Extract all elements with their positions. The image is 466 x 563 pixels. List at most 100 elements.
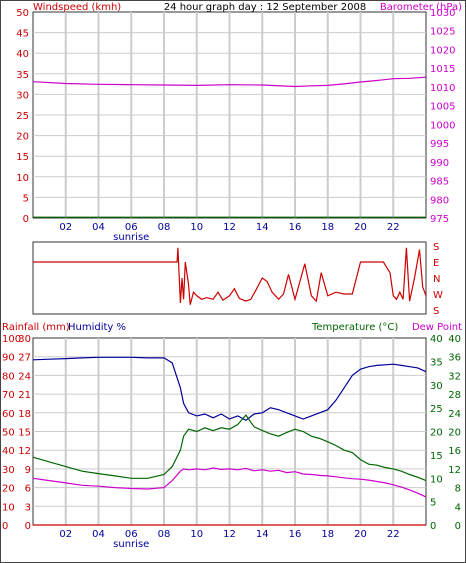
windspeed-tick-label: 25 — [16, 111, 29, 122]
panel1-hour-tick-label: 22 — [387, 222, 400, 233]
panel3-hour-tick-label: 04 — [92, 529, 105, 540]
rainfall-tick-label: 90 — [2, 353, 15, 364]
panel1-hour-tick-label: 06 — [125, 222, 138, 233]
humidity-tick-label: 12 — [18, 446, 31, 457]
panel3-time-axis: 02 04 06 08 10 12 14 16 18 20 22 sunrise — [59, 529, 399, 550]
panel1-hour-tick-label: 16 — [289, 222, 302, 233]
humidity-tick-label: 24 — [18, 371, 31, 382]
dewpoint-tick-label: 0 — [455, 521, 461, 532]
rainfall-tick-label: 100 — [2, 334, 21, 345]
direction-tick-label: S — [433, 242, 439, 253]
rainfall-tick-label: 40 — [2, 446, 15, 457]
dewpoint-tick-label: 24 — [448, 409, 461, 420]
humidity-tick-label: 21 — [18, 390, 31, 401]
panel1-hour-tick-label: 08 — [158, 222, 171, 233]
barometer-tick-label: 1015 — [430, 64, 455, 75]
dewpoint-line — [32, 467, 427, 498]
direction-tick-label: W — [433, 290, 443, 301]
dewpoint-tick-label: 12 — [448, 465, 461, 476]
panel3-temperature-axis: 0 5 10 15 20 25 30 35 40 — [430, 334, 443, 532]
dewpoint-tick-label: 32 — [448, 371, 461, 382]
windspeed-tick-label: 50 — [16, 8, 29, 19]
panel3-dewpoint-axis: 0 4 8 12 16 20 24 28 32 36 40 — [448, 334, 461, 532]
temperature-tick-label: 35 — [430, 357, 443, 368]
rainfall-tick-label: 70 — [2, 390, 15, 401]
windspeed-tick-label: 30 — [16, 90, 29, 101]
temperature-tick-label: 25 — [430, 404, 443, 415]
humidity-axis-title: Humidity % — [68, 322, 126, 333]
temperature-tick-label: 20 — [430, 428, 443, 439]
windspeed-tick-label: 45 — [16, 29, 29, 40]
humidity-tick-label: 15 — [18, 428, 31, 439]
panel1-hour-tick-label: 12 — [223, 222, 236, 233]
panel1-hour-tick-label: 04 — [92, 222, 105, 233]
panel3-hour-tick-label: 16 — [289, 529, 302, 540]
temperature-tick-label: 40 — [430, 334, 443, 345]
barometer-tick-label: 990 — [430, 158, 449, 169]
rainfall-tick-label: 60 — [2, 409, 15, 420]
rainfall-tick-label: 30 — [2, 465, 15, 476]
wind-direction-line — [33, 247, 427, 305]
panel3-rainfall-axis: 0 10 20 30 40 50 60 70 80 90 100 — [2, 334, 21, 532]
panel1-hour-tick-label: 10 — [190, 222, 203, 233]
panel1-series — [32, 76, 427, 218]
direction-tick-label: S — [433, 306, 439, 317]
chart-title: 24 hour graph day : 12 September 2008 — [164, 2, 366, 13]
panel1-gridlines — [33, 12, 426, 218]
temperature-tick-label: 30 — [430, 381, 443, 392]
dewpoint-tick-label: 4 — [455, 502, 461, 513]
barometer-tick-label: 1020 — [430, 45, 455, 56]
windspeed-tick-label: 5 — [23, 193, 29, 204]
windspeed-tick-label: 0 — [23, 214, 29, 225]
panel2-series — [33, 247, 427, 305]
barometer-tick-label: 995 — [430, 139, 449, 150]
panel3-hour-tick-label: 20 — [354, 529, 367, 540]
humidity-tick-label: 6 — [25, 484, 31, 495]
temperature-tick-label: 10 — [430, 474, 443, 485]
windspeed-tick-label: 20 — [16, 132, 29, 143]
panel1-time-axis: 02 04 06 08 10 12 14 16 18 20 22 sunrise — [59, 222, 399, 243]
humidity-tick-label: 9 — [25, 465, 31, 476]
dewpoint-tick-label: 8 — [455, 484, 461, 495]
panel3-hour-tick-label: 10 — [190, 529, 203, 540]
barometer-tick-label: 1005 — [430, 102, 455, 113]
barometer-tick-label: 980 — [430, 195, 449, 206]
panel3-sunrise-label: sunrise — [113, 539, 149, 550]
panel1-hour-tick-label: 02 — [59, 222, 72, 233]
humidity-tick-label: 0 — [25, 521, 31, 532]
rainfall-tick-label: 80 — [2, 371, 15, 382]
windspeed-axis-title: Windspeed (kmh) — [33, 2, 121, 13]
barometer-tick-label: 975 — [430, 214, 449, 225]
panel1-hour-tick-label: 20 — [354, 222, 367, 233]
panel3-hour-tick-label: 18 — [321, 529, 334, 540]
humidity-line — [32, 356, 427, 422]
barometer-axis-title: Barometer (hPa) — [380, 2, 462, 13]
dewpoint-tick-label: 36 — [448, 353, 461, 364]
rainfall-tick-label: 10 — [2, 502, 15, 513]
dewpoint-tick-label: 16 — [448, 446, 461, 457]
panel3-humidity-axis: 0 3 6 9 12 15 18 21 24 27 30 — [18, 334, 31, 532]
temperature-tick-label: 15 — [430, 451, 443, 462]
panel1-hour-tick-label: 14 — [256, 222, 269, 233]
rainfall-tick-label: 0 — [2, 521, 8, 532]
panel3-hour-tick-label: 22 — [387, 529, 400, 540]
windspeed-tick-label: 40 — [16, 49, 29, 60]
panel3-series — [32, 356, 427, 526]
dewpoint-axis-title: Dew Point — [412, 322, 462, 333]
humidity-tick-label: 27 — [18, 353, 31, 364]
panel2-plot-area — [32, 241, 427, 315]
humidity-tick-label: 18 — [18, 409, 31, 420]
barometer-line — [32, 76, 427, 88]
temperature-axis-title: Temperature (°C) — [311, 322, 398, 333]
barometer-tick-label: 1025 — [430, 27, 455, 38]
rainfall-tick-label: 50 — [2, 428, 15, 439]
panel1-barometer-axis: 975 980 985 990 995 1000 1005 1010 1015 1020 1025 1… — [430, 8, 455, 225]
panel3-hour-tick-label: 14 — [256, 529, 269, 540]
barometer-tick-label: 1030 — [430, 8, 455, 19]
humidity-tick-label: 3 — [25, 502, 31, 513]
panel3-hour-tick-label: 06 — [125, 529, 138, 540]
direction-tick-label: E — [433, 258, 439, 269]
